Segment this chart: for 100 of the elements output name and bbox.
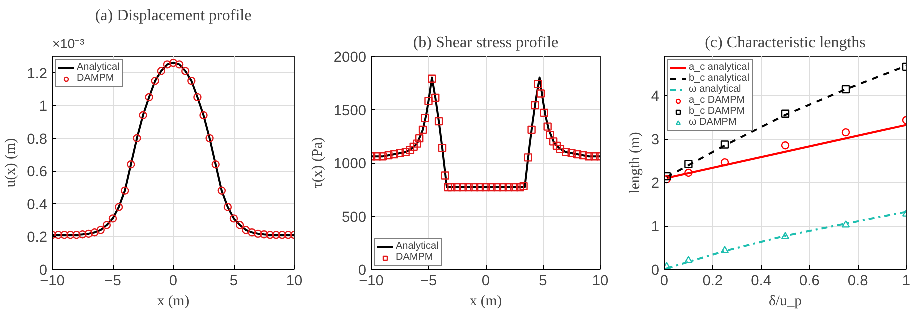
point <box>464 183 473 192</box>
y-axis-title: length (m) <box>627 132 644 194</box>
x-tick-label: −5 <box>420 274 438 290</box>
y-tick-label: 0.2 <box>27 230 48 246</box>
legend-label: b_c analytical <box>689 73 750 84</box>
point <box>428 74 436 83</box>
point <box>60 231 69 240</box>
y-tick-label: 1 <box>39 99 48 116</box>
point <box>415 134 424 143</box>
point <box>781 110 790 118</box>
point <box>444 183 452 192</box>
point <box>482 183 490 192</box>
legend-label: ω analytical <box>689 84 742 95</box>
point <box>260 230 268 239</box>
point <box>476 183 484 192</box>
point <box>590 152 599 161</box>
x-axis-title: δ/u_p <box>769 294 802 310</box>
point <box>378 152 388 161</box>
point <box>127 160 136 169</box>
point <box>236 221 244 230</box>
point <box>720 158 730 167</box>
chart-title: (b) Shear stress profile <box>413 34 559 52</box>
point <box>499 183 508 192</box>
point <box>224 203 232 212</box>
y-tick-label: 1.2 <box>27 66 48 82</box>
x-axis-title: x (m) <box>470 294 502 310</box>
y-tick-label: 0 <box>651 263 660 279</box>
point <box>188 76 196 86</box>
y-tick-label: 500 <box>342 210 367 226</box>
point <box>194 93 202 102</box>
point <box>556 145 565 154</box>
point <box>396 149 404 158</box>
point <box>842 85 850 94</box>
point <box>218 186 226 195</box>
point <box>528 126 536 134</box>
x-tick-label: 5 <box>539 274 548 290</box>
x-tick-label: 0 <box>169 274 178 290</box>
point <box>544 122 552 131</box>
point <box>453 183 462 192</box>
point <box>84 230 93 238</box>
point <box>534 80 542 88</box>
x-tick-label: 10 <box>286 274 303 290</box>
point <box>432 94 440 102</box>
point <box>230 214 238 223</box>
point <box>133 134 142 143</box>
point <box>441 172 450 180</box>
point <box>434 117 444 126</box>
point <box>584 152 594 161</box>
point <box>684 168 693 178</box>
point <box>448 183 456 192</box>
point <box>139 111 148 120</box>
point <box>151 76 160 86</box>
point <box>516 183 524 192</box>
y-tick-label: 3 <box>651 132 660 149</box>
point <box>145 93 154 102</box>
point <box>510 183 519 192</box>
point <box>488 183 496 192</box>
x-tick-label: 0.8 <box>848 274 868 290</box>
point <box>413 140 422 148</box>
x-tick-label: −5 <box>104 274 122 290</box>
legend-label: b_c DAMPM <box>689 106 746 117</box>
point <box>421 114 430 122</box>
point <box>163 60 172 69</box>
chart-title: (c) Characteristic lengths <box>705 34 866 52</box>
point <box>418 126 428 134</box>
y-tick-label: 0.6 <box>27 164 48 181</box>
legend-label: DAMPM <box>77 73 114 84</box>
point <box>266 231 274 240</box>
y-tick-label: 0.8 <box>27 132 48 148</box>
point <box>175 60 184 69</box>
point <box>169 58 178 68</box>
x-tick-label: 5 <box>230 274 238 290</box>
y-tick-label: 1 <box>651 220 660 236</box>
y-tick-label: 4 <box>651 89 660 106</box>
point <box>470 183 479 192</box>
point <box>684 160 693 168</box>
point <box>410 142 418 152</box>
point <box>200 111 208 120</box>
point <box>78 230 87 239</box>
x-axis-title: x (m) <box>157 294 190 310</box>
point <box>72 231 81 240</box>
point <box>720 140 730 149</box>
point <box>562 148 570 156</box>
point <box>157 67 166 76</box>
text: ×10⁻³ <box>52 36 86 52</box>
point <box>66 231 75 240</box>
point <box>278 231 286 240</box>
point <box>781 142 790 150</box>
point <box>552 142 562 150</box>
legend-label: Analytical <box>396 241 439 252</box>
point <box>102 221 112 230</box>
point <box>459 183 468 192</box>
legend-label: a_c analytical <box>689 62 750 73</box>
point <box>384 151 393 160</box>
y-tick-label: 2000 <box>334 50 367 66</box>
point <box>579 151 588 160</box>
point <box>206 134 214 143</box>
point <box>272 231 280 240</box>
point <box>540 108 548 118</box>
point <box>781 232 790 240</box>
